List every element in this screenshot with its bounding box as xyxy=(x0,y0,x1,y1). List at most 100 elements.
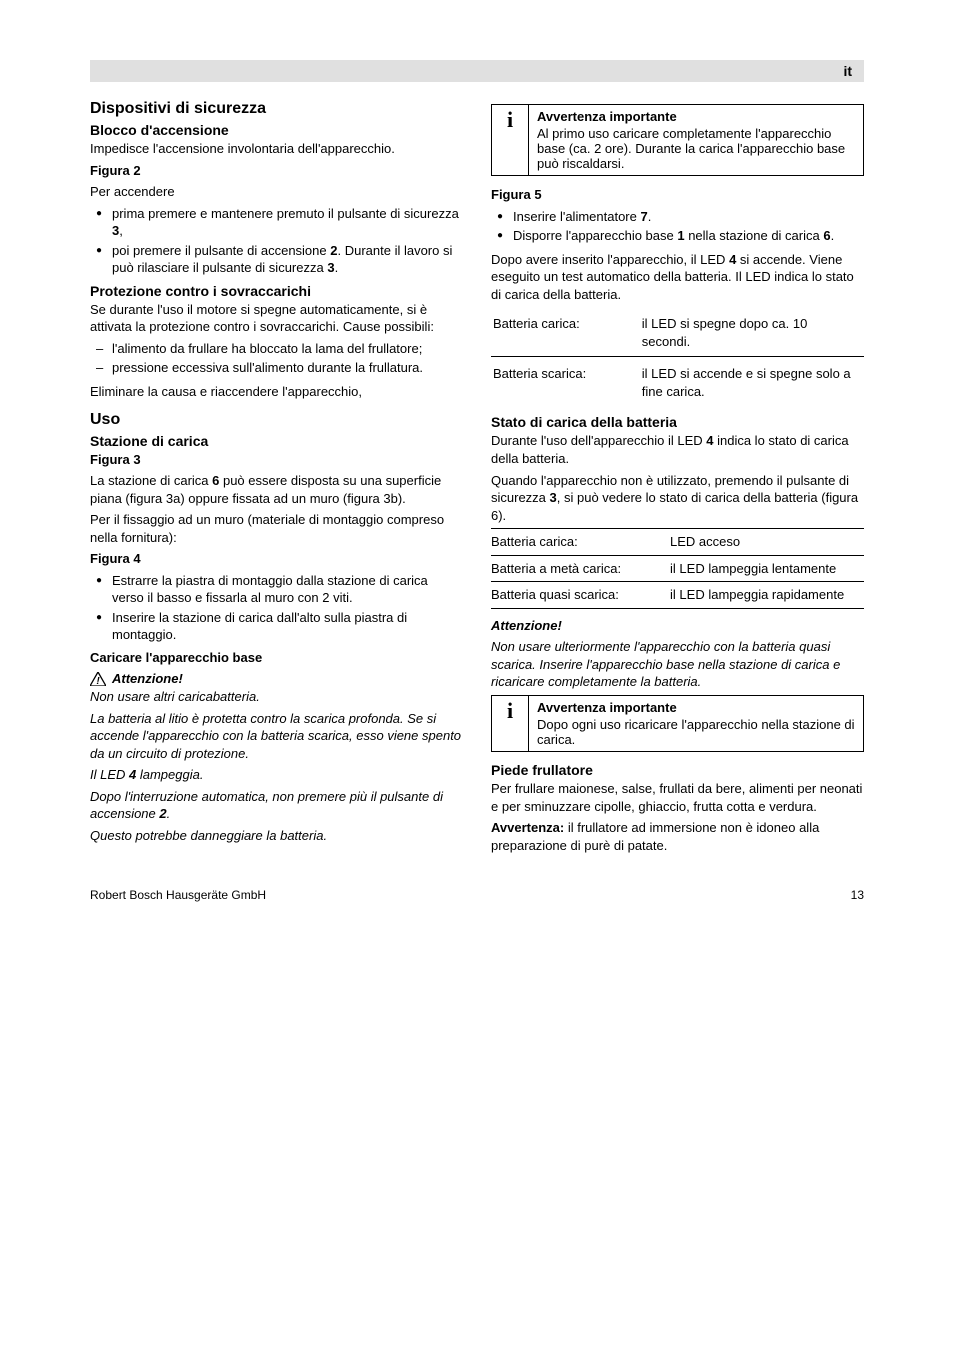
heading-caricare: Caricare l'apparecchio base xyxy=(90,650,463,665)
table-row: Batteria a metà carica: il LED lampeggia… xyxy=(491,555,864,582)
list-item: Inserire la stazione di carica dall'alto… xyxy=(112,609,463,644)
text: poi premere il pulsante di accensione xyxy=(112,243,330,258)
page-number: 13 xyxy=(851,888,864,902)
info-title: Avvertenza importante xyxy=(537,109,855,124)
p-quando: Quando l'apparecchio non è utilizzato, p… xyxy=(491,472,864,525)
text: . xyxy=(167,806,171,821)
p-questo: Questo potrebbe danneggiare la batteria. xyxy=(90,827,463,845)
ref-6: 6 xyxy=(823,228,830,243)
ref-2: 2 xyxy=(159,806,166,821)
cell: il LED lampeggia rapidamente xyxy=(670,582,864,609)
list-accendere: prima premere e mantenere premuto il pul… xyxy=(90,205,463,277)
heading-uso: Uso xyxy=(90,411,463,429)
p-protezione: Se durante l'uso il motore si spegne aut… xyxy=(90,301,463,336)
attention-line: ! Attenzione! xyxy=(90,671,463,686)
left-column: Dispositivi di sicurezza Blocco d'accens… xyxy=(90,100,463,858)
p-dopo: Dopo l'interruzione automatica, non prem… xyxy=(90,788,463,823)
figure-4-label: Figura 4 xyxy=(90,550,463,568)
info-body: Al primo uso caricare completamente l'ap… xyxy=(537,126,855,171)
p-eliminare: Eliminare la causa e riaccendere l'appar… xyxy=(90,383,463,401)
text: Il LED xyxy=(90,767,129,782)
list-montaggio: Estrarre la piastra di montaggio dalla s… xyxy=(90,572,463,644)
list-item: Disporre l'apparecchio base 1 nella staz… xyxy=(513,227,864,245)
p-dopo-inserito: Dopo avere inserito l'apparecchio, il LE… xyxy=(491,251,864,304)
lang-tag: it xyxy=(843,63,852,79)
figure-2-label: Figura 2 xyxy=(90,162,463,180)
ref-1: 1 xyxy=(677,228,684,243)
p-blocco: Impedisce l'accensione involontaria dell… xyxy=(90,140,463,158)
table-batteria-1b: Batteria scarica: il LED si accende e si… xyxy=(491,361,864,404)
right-column: i Avvertenza importante Al primo uso car… xyxy=(491,100,864,858)
cell: Batteria scarica: xyxy=(493,363,640,402)
text: prima premere e mantenere premuto il pul… xyxy=(112,206,459,221)
p-avvertenza: Avvertenza: il frullatore ad immersione … xyxy=(491,819,864,854)
text: lampeggia. xyxy=(136,767,203,782)
cell: il LED si accende e si spegne solo a fin… xyxy=(642,363,862,402)
text: Inserire l'alimentatore xyxy=(513,209,640,224)
p-nonusare: Non usare altri caricabatteria. xyxy=(90,688,463,706)
cell: LED acceso xyxy=(670,529,864,556)
text: Dopo l'interruzione automatica, non prem… xyxy=(90,789,443,822)
table-row: Batteria quasi scarica: il LED lampeggia… xyxy=(491,582,864,609)
p-stato: Durante l'uso dell'apparecchio il LED 4 … xyxy=(491,432,864,467)
p-per-accendere: Per accendere xyxy=(90,183,463,201)
list-item: Estrarre la piastra di montaggio dalla s… xyxy=(112,572,463,607)
info-title: Avvertenza importante xyxy=(537,700,855,715)
info-box-1: i Avvertenza importante Al primo uso car… xyxy=(491,104,864,176)
p-batteria: La batteria al litio è protetta contro l… xyxy=(90,710,463,763)
list-item: poi premere il pulsante di accensione 2.… xyxy=(112,242,463,277)
p-stazione: La stazione di carica 6 può essere dispo… xyxy=(90,472,463,507)
table-row: Batteria carica: LED acceso xyxy=(491,529,864,556)
text: nella stazione di carica xyxy=(685,228,824,243)
text: Disporre l'apparecchio base xyxy=(513,228,677,243)
ref-3: 3 xyxy=(550,490,557,505)
info-box-2: i Avvertenza importante Dopo ogni uso ri… xyxy=(491,695,864,752)
content-columns: Dispositivi di sicurezza Blocco d'accens… xyxy=(90,100,864,858)
p-fissaggio: Per il fissaggio ad un muro (materiale d… xyxy=(90,511,463,546)
text: La stazione di carica xyxy=(90,473,212,488)
ref-7: 7 xyxy=(640,209,647,224)
info-icon: i xyxy=(492,696,529,751)
avvertenza-label: Avvertenza: xyxy=(491,820,564,835)
list-item: prima premere e mantenere premuto il pul… xyxy=(112,205,463,240)
attention-label: Attenzione! xyxy=(112,671,183,686)
ref-3: 3 xyxy=(327,260,334,275)
footer: Robert Bosch Hausgeräte GmbH 13 xyxy=(90,888,864,902)
list-item: l'alimento da frullare ha bloccato la la… xyxy=(112,340,463,358)
p-piede: Per frullare maionese, salse, frullati d… xyxy=(491,780,864,815)
info-icon: i xyxy=(492,105,529,175)
list-fig5: Inserire l'alimentatore 7. Disporre l'ap… xyxy=(491,208,864,245)
figure-3-label: Figura 3 xyxy=(90,451,463,469)
ref-3: 3 xyxy=(112,223,119,238)
warning-icon: ! xyxy=(90,672,106,686)
heading-dispositivi: Dispositivi di sicurezza xyxy=(90,100,463,118)
heading-blocco: Blocco d'accensione xyxy=(90,122,463,138)
text: Dopo avere inserito l'apparecchio, il LE… xyxy=(491,252,729,267)
list-cause: l'alimento da frullare ha bloccato la la… xyxy=(90,340,463,377)
heading-stato: Stato di carica della batteria xyxy=(491,414,864,430)
text: Durante l'uso dell'apparecchio il LED xyxy=(491,433,706,448)
header-bar: it xyxy=(90,60,864,82)
heading-stazione: Stazione di carica xyxy=(90,433,463,449)
table-row: Batteria carica: il LED si spegne dopo c… xyxy=(493,313,862,352)
cell: Batteria carica: xyxy=(493,313,640,352)
list-item: pressione eccessiva sull'alimento durant… xyxy=(112,359,463,377)
cell: il LED si spegne dopo ca. 10 secondi. xyxy=(642,313,862,352)
cell: Batteria a metà carica: xyxy=(491,555,670,582)
info-content: Avvertenza importante Dopo ogni uso rica… xyxy=(529,696,863,751)
cell: Batteria carica: xyxy=(491,529,670,556)
attention-label-2: Attenzione! xyxy=(491,617,864,635)
cell: Batteria quasi scarica: xyxy=(491,582,670,609)
table-batteria-1: Batteria carica: il LED si spegne dopo c… xyxy=(491,311,864,354)
table-stato: Batteria carica: LED acceso Batteria a m… xyxy=(491,528,864,609)
svg-text:!: ! xyxy=(96,676,100,686)
heading-piede: Piede frullatore xyxy=(491,762,864,778)
p-nonusare-2: Non usare ulteriormente l'apparecchio co… xyxy=(491,638,864,691)
divider xyxy=(491,356,864,357)
figure-5-label: Figura 5 xyxy=(491,186,864,204)
heading-protezione: Protezione contro i sovraccarichi xyxy=(90,283,463,299)
p-led: Il LED 4 lampeggia. xyxy=(90,766,463,784)
cell: il LED lampeggia lentamente xyxy=(670,555,864,582)
info-body: Dopo ogni uso ricaricare l'apparecchio n… xyxy=(537,717,855,747)
info-content: Avvertenza importante Al primo uso caric… xyxy=(529,105,863,175)
